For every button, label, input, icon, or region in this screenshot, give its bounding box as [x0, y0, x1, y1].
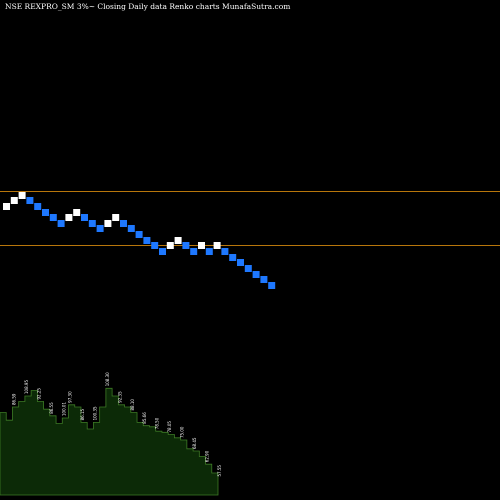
volume-label: 57.55: [217, 465, 222, 477]
volume-label: 78.50: [155, 417, 160, 429]
renko-brick-down: [120, 220, 127, 227]
volume-label: 75.00: [180, 426, 185, 438]
volume-label: 78.05: [167, 421, 172, 433]
renko-brick-down: [268, 282, 276, 289]
renko-brick-up: [10, 197, 18, 204]
volume-label: 108.30: [105, 372, 110, 386]
volume-area: [0, 387, 219, 496]
renko-brick-down: [252, 271, 260, 278]
chart-title: NSE REXPRO_SM 3%~ Closing Daily data Ren…: [5, 2, 291, 11]
volume-label: 85.66: [142, 412, 147, 424]
renko-brick-down: [159, 248, 166, 255]
renko-brick-down: [135, 231, 143, 238]
volume-label: 97.30: [68, 391, 73, 403]
renko-brick-up: [198, 242, 205, 249]
renko-brick-down: [237, 259, 244, 266]
renko-brick-down: [49, 214, 57, 221]
volume-label: 86.55: [49, 402, 54, 414]
renko-brick-down: [229, 254, 237, 261]
renko-brick-down: [221, 248, 229, 255]
renko-brick-down: [151, 242, 159, 249]
renko-brick-down: [182, 242, 190, 249]
volume-label: 62.90: [205, 450, 210, 462]
renko-brick-down: [127, 225, 135, 232]
renko-brick-down: [81, 214, 88, 221]
renko-brick-down: [260, 276, 268, 283]
renko-brick-up: [104, 220, 112, 227]
volume-label: 100.01: [61, 402, 66, 416]
renko-brick-up: [112, 214, 120, 221]
renko-brick-up: [18, 192, 26, 199]
volume-label: 92.35: [117, 391, 122, 403]
renko-bricks: [3, 192, 276, 289]
renko-brick-up: [3, 203, 10, 210]
renko-brick-down: [190, 248, 198, 255]
volume-label: 88.10: [130, 399, 135, 411]
renko-brick-up: [213, 242, 221, 249]
volume-label: 86.59: [11, 393, 16, 405]
renko-brick-up: [65, 214, 73, 221]
renko-brick-down: [34, 203, 42, 210]
renko-brick-down: [205, 248, 213, 255]
renko-brick-down: [42, 209, 49, 216]
renko-brick-down: [143, 237, 151, 244]
volume-label: 68.45: [192, 437, 197, 449]
renko-brick-up: [73, 209, 81, 216]
renko-brick-down: [88, 220, 96, 227]
renko-brick-up: [166, 242, 174, 249]
volume-label: 86.15: [80, 408, 85, 420]
renko-brick-down: [96, 225, 104, 232]
renko-brick-down: [57, 220, 65, 227]
volume-label: 100.35: [92, 406, 97, 420]
renko-brick-down: [26, 197, 34, 204]
reference-lines: [0, 191, 500, 246]
volume-label: 92.25: [36, 388, 41, 400]
renko-brick-down: [244, 265, 252, 272]
volume-label: 108.95: [24, 380, 29, 394]
volume-area-path: [0, 387, 219, 496]
renko-brick-up: [174, 237, 182, 244]
